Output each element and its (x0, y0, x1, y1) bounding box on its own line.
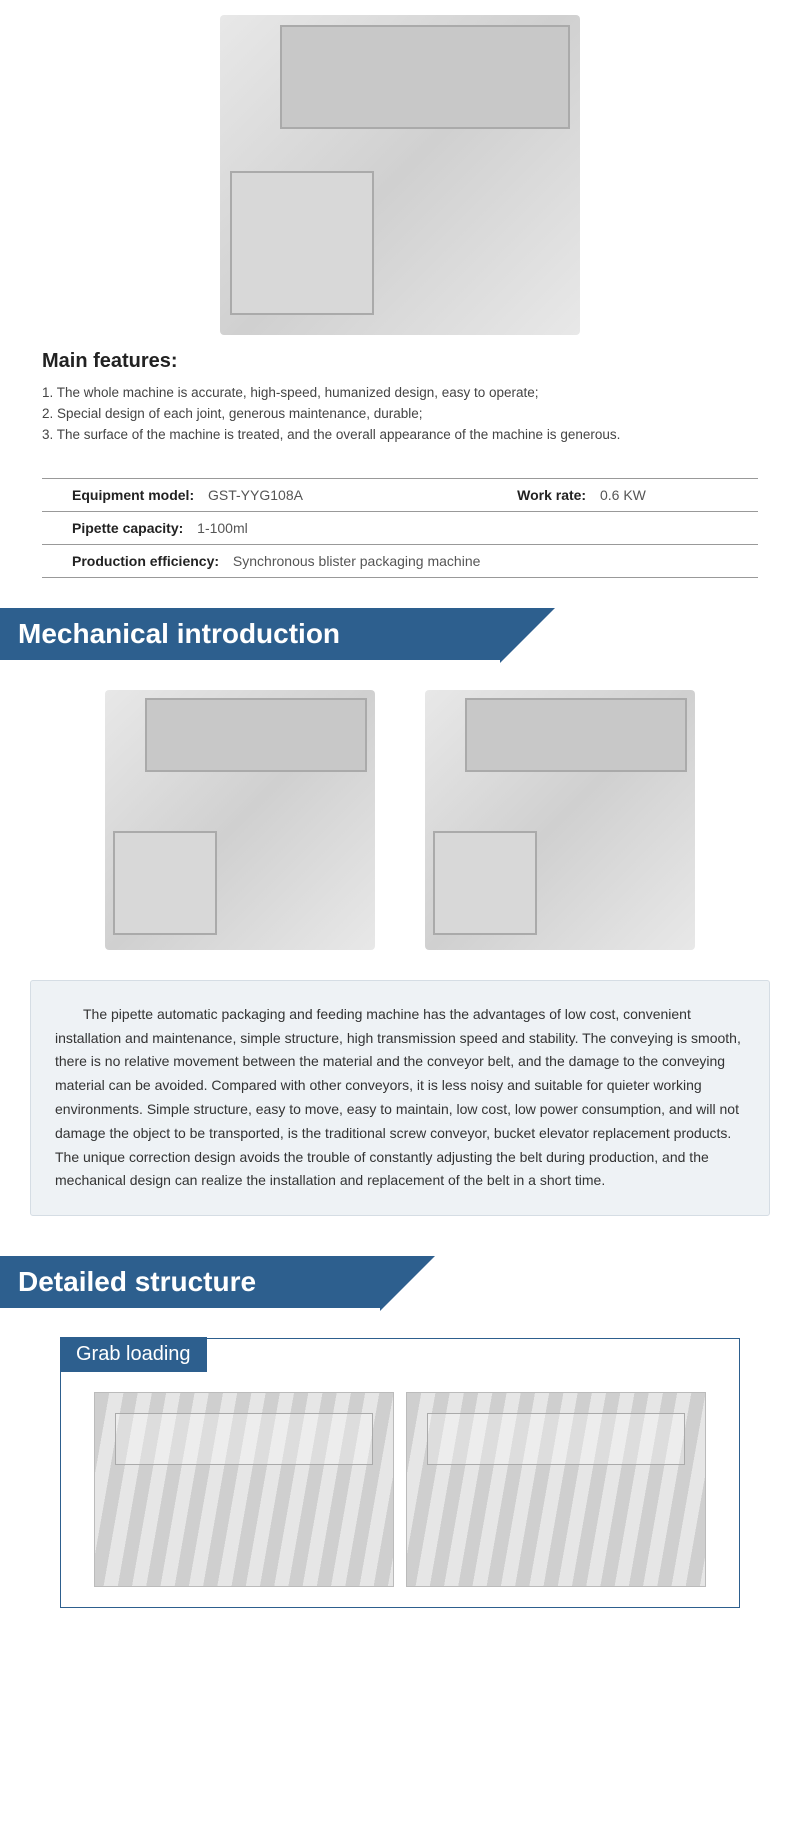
main-features-section: Main features: 1. The whole machine is a… (0, 350, 800, 466)
table-row: Production efficiency: Synchronous blist… (42, 544, 758, 577)
table-row: Equipment model: GST-YYG108A Work rate: … (42, 478, 758, 511)
spec-value: GST-YYG108A (198, 487, 303, 503)
spec-cell: Equipment model: GST-YYG108A (42, 478, 487, 511)
main-features-title: Main features: (42, 350, 758, 373)
machine-view-side (425, 690, 695, 950)
mechanical-intro-banner: Mechanical introduction (0, 608, 500, 660)
machine-view-front (105, 690, 375, 950)
detailed-structure-banner: Detailed structure (0, 1256, 380, 1308)
feature-item: 1. The whole machine is accurate, high-s… (42, 383, 758, 404)
spec-table: Equipment model: GST-YYG108A Work rate: … (42, 478, 758, 578)
table-row: Pipette capacity: 1-100ml (42, 511, 758, 544)
spec-label: Pipette capacity: (72, 520, 183, 536)
hero-product-image (0, 0, 800, 350)
spec-label: Work rate: (517, 487, 586, 503)
detail-images-row (61, 1374, 739, 1587)
machine-illustration (220, 15, 580, 335)
feature-item: 2. Special design of each joint, generou… (42, 404, 758, 425)
spec-cell: Work rate: 0.6 KW (487, 478, 758, 511)
feature-item: 3. The surface of the machine is treated… (42, 425, 758, 446)
intro-description-box: The pipette automatic packaging and feed… (30, 980, 770, 1216)
spec-label: Production efficiency: (72, 553, 219, 569)
spec-cell: Production efficiency: Synchronous blist… (42, 544, 758, 577)
grab-loading-frame: Grab loading (60, 1338, 740, 1608)
spec-cell: Pipette capacity: 1-100ml (42, 511, 758, 544)
grab-loading-image-left (94, 1392, 394, 1587)
spec-value: 0.6 KW (590, 487, 646, 503)
spec-value: 1-100ml (187, 520, 248, 536)
spec-label: Equipment model: (72, 487, 194, 503)
grab-loading-image-right (406, 1392, 706, 1587)
intro-images-row (0, 690, 800, 980)
grab-loading-tag: Grab loading (60, 1337, 207, 1372)
spec-value: Synchronous blister packaging machine (223, 553, 480, 569)
